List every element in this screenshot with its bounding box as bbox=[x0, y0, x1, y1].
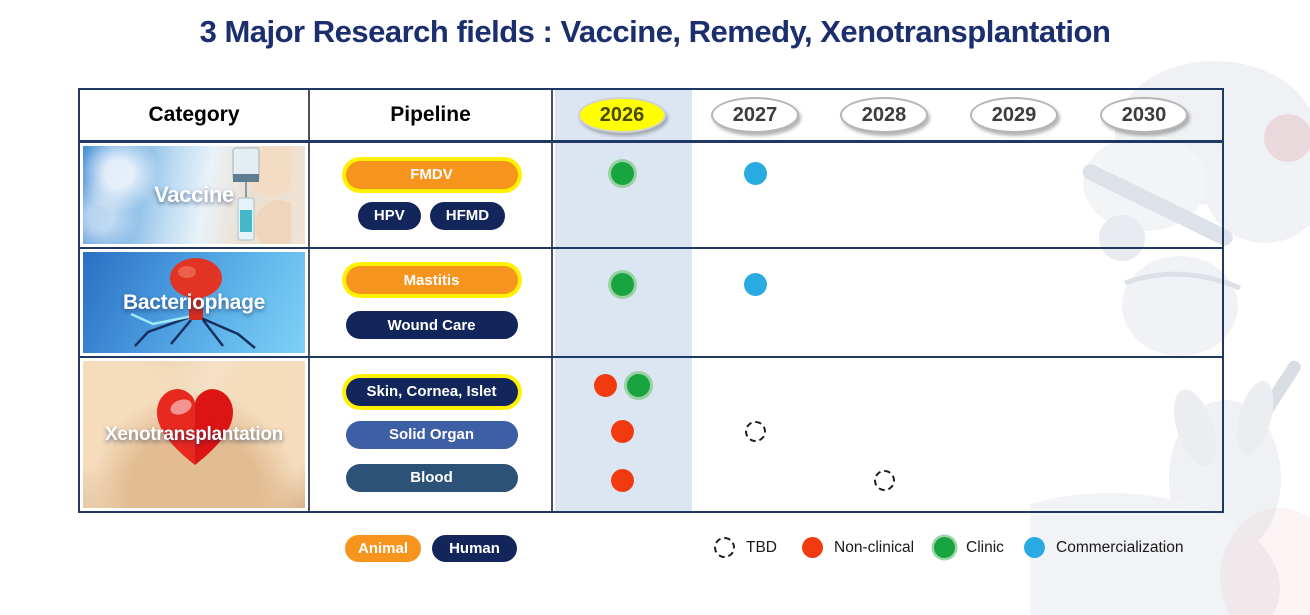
pipeline-pill-solid-organ: Solid Organ bbox=[345, 420, 518, 449]
year-header-2028: 2028 bbox=[840, 97, 928, 133]
legend-human-pill: Human bbox=[432, 535, 517, 562]
pipeline-pill-blood: Blood bbox=[345, 463, 518, 492]
legend-tbd-icon bbox=[714, 537, 735, 558]
legend-item-clinic: Clinic bbox=[934, 537, 1004, 558]
legend-item-commercialization: Commercialization bbox=[1024, 537, 1183, 558]
legend-label: Non-clinical bbox=[834, 538, 915, 556]
bacteriophage-icon bbox=[130, 258, 256, 349]
milestone-non-clinical-2026 bbox=[610, 468, 634, 492]
pipeline-pill-fmdv: FMDV bbox=[345, 160, 518, 189]
category-label: Xenotransplantation bbox=[105, 423, 283, 445]
milestone-tbd-2027 bbox=[744, 420, 766, 442]
year-2026-highlight-band bbox=[555, 90, 692, 511]
pipeline-cell-0: FMDV HPV HFMD bbox=[312, 143, 551, 247]
pipeline-line: FMDV bbox=[345, 160, 518, 189]
header-category: Category bbox=[80, 90, 308, 140]
legend-label: Commercialization bbox=[1056, 538, 1184, 556]
milestone-clinic-2026 bbox=[610, 272, 634, 296]
milestone-clinic-2026 bbox=[627, 373, 650, 397]
legend-label: TBD bbox=[746, 538, 777, 556]
milestone-tbd-2028 bbox=[873, 469, 895, 491]
pipeline-line: HPV HFMD bbox=[357, 201, 506, 230]
year-header-2027: 2027 bbox=[711, 97, 799, 133]
pipeline-cell-2: Skin, Cornea, Islet Solid Organ Blood bbox=[312, 358, 551, 511]
header-pipeline: Pipeline bbox=[310, 90, 551, 140]
milestone-non-clinical-2026 bbox=[610, 419, 634, 443]
legend-item-tbd: TBD bbox=[714, 537, 777, 558]
legend-non-clinical-icon bbox=[802, 537, 823, 558]
row-divider bbox=[80, 356, 1222, 358]
legend-label: Clinic bbox=[966, 538, 1004, 556]
pipeline-line: Blood bbox=[345, 463, 518, 492]
pipeline-line: Mastitis bbox=[345, 266, 518, 294]
header-divider bbox=[80, 140, 1222, 143]
row-divider bbox=[80, 247, 1222, 249]
milestone-commercialization-2027 bbox=[743, 161, 767, 185]
year-header-2029: 2029 bbox=[970, 97, 1058, 133]
category-cell-bacteriophage: Bacteriophage bbox=[83, 252, 305, 353]
legend-item-non-clinical: Non-clinical bbox=[802, 537, 914, 558]
legend-animal-pill: Animal bbox=[345, 535, 421, 562]
pipeline-line: Wound Care bbox=[345, 311, 518, 339]
column-divider bbox=[308, 90, 310, 511]
column-divider bbox=[551, 90, 553, 511]
year-header-2026: 2026 bbox=[578, 97, 666, 133]
pipeline-line: Solid Organ bbox=[345, 420, 518, 449]
pipeline-pill-mastitis: Mastitis bbox=[345, 266, 518, 294]
pipeline-pill-hfmd: HFMD bbox=[429, 201, 506, 230]
pipeline-line: Skin, Cornea, Islet bbox=[345, 377, 518, 406]
category-cell-xenotransplantation: Xenotransplantation bbox=[83, 361, 305, 508]
category-cell-vaccine: Vaccine bbox=[83, 146, 305, 244]
pipeline-pill-hpv: HPV bbox=[357, 201, 421, 230]
roadmap-table: Category Pipeline 2026 2027 2028 2029 2030 V… bbox=[78, 88, 1224, 513]
pipeline-pill-wound-care: Wound Care bbox=[345, 311, 518, 339]
year-header-2030: 2030 bbox=[1100, 97, 1188, 133]
milestone-non-clinical-2026 bbox=[594, 373, 617, 397]
pipeline-cell-1: Mastitis Wound Care bbox=[312, 249, 551, 356]
milestone-commercialization-2027 bbox=[743, 272, 767, 296]
legend-clinic-icon bbox=[934, 537, 955, 558]
milestone-clinic-2026 bbox=[610, 161, 634, 185]
syringe-icon bbox=[232, 146, 291, 244]
heart-icon bbox=[157, 389, 233, 465]
category-label: Vaccine bbox=[154, 182, 234, 207]
pipeline-pill-skin-cornea-islet: Skin, Cornea, Islet bbox=[345, 377, 518, 406]
legend-commercialization-icon bbox=[1024, 537, 1045, 558]
category-label: Bacteriophage bbox=[123, 290, 265, 314]
page-title: 3 Major Research fields : Vaccine, Remed… bbox=[199, 14, 1111, 49]
